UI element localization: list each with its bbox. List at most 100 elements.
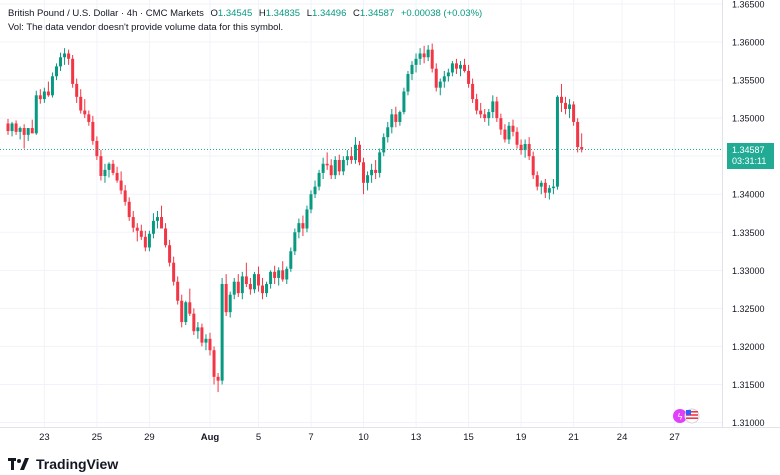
time-tick-label: 21 xyxy=(568,432,579,443)
candle-body xyxy=(216,376,220,381)
time-tick-label: 24 xyxy=(617,432,628,443)
candle-body xyxy=(551,186,555,189)
candle-body xyxy=(63,53,67,58)
candle xyxy=(446,68,450,82)
lightning-event-icon[interactable] xyxy=(673,409,687,423)
candle xyxy=(87,110,91,126)
flag-stripe xyxy=(686,417,698,419)
candle-body xyxy=(192,313,196,332)
candle-body xyxy=(511,125,515,132)
candle xyxy=(547,185,551,200)
flag-stripe xyxy=(686,411,698,413)
candle xyxy=(164,223,168,248)
candle xyxy=(531,151,535,180)
candle xyxy=(155,210,159,229)
candle-body xyxy=(204,338,208,343)
candle xyxy=(394,106,398,128)
candle xyxy=(131,210,135,233)
candle xyxy=(232,277,236,300)
candle-body xyxy=(127,201,131,218)
candle xyxy=(59,52,63,71)
candle xyxy=(333,156,337,180)
candle xyxy=(119,171,123,195)
candle-body xyxy=(543,182,547,193)
candle-body xyxy=(305,209,309,229)
candle-body xyxy=(91,121,95,141)
candle-body xyxy=(454,63,458,69)
candle xyxy=(325,152,329,170)
time-axis[interactable]: 23 25 29 Aug 5 7 10 13 15 19 21 24 27 xyxy=(39,432,680,443)
candle-body xyxy=(475,99,479,111)
candle xyxy=(309,190,313,214)
candle-body xyxy=(143,236,147,248)
candle-body xyxy=(386,127,390,138)
candle xyxy=(143,230,147,252)
candle xyxy=(208,332,212,356)
candle xyxy=(50,72,54,98)
event-icons[interactable]: ϟ xyxy=(673,408,700,424)
candle-body xyxy=(349,156,353,160)
candle xyxy=(285,266,289,285)
candle xyxy=(370,163,374,183)
candle-body xyxy=(115,172,119,181)
candle xyxy=(172,256,176,286)
candle xyxy=(454,58,458,75)
candle xyxy=(422,45,426,64)
tradingview-logo[interactable]: TradingView xyxy=(8,456,118,472)
candle xyxy=(390,109,394,134)
candle xyxy=(42,87,46,103)
close-value: 1.34587 xyxy=(359,8,395,19)
volume-note: Vol: The data vendor doesn't provide vol… xyxy=(8,22,284,33)
candle xyxy=(366,171,370,191)
candle xyxy=(535,171,539,191)
price-tick-label: 1.36500 xyxy=(732,0,765,10)
candle xyxy=(192,308,196,335)
price-axis[interactable]: 1.365001.360001.355001.350001.345001.340… xyxy=(732,0,765,428)
candle-body xyxy=(240,276,244,294)
candle-body xyxy=(458,64,462,69)
candle xyxy=(46,81,50,97)
candle-body xyxy=(252,274,256,290)
candle-body xyxy=(50,76,54,96)
candle xyxy=(495,96,499,122)
tradingview-logo-icon xyxy=(8,458,29,470)
candle-body xyxy=(430,49,434,69)
candle-body xyxy=(6,123,10,132)
candle-body xyxy=(83,110,87,115)
candle xyxy=(273,265,277,285)
candle xyxy=(426,45,430,62)
candle xyxy=(450,61,454,77)
candle xyxy=(151,213,155,239)
candle xyxy=(539,180,543,195)
time-tick-label: 15 xyxy=(463,432,474,443)
candle-body xyxy=(357,144,361,163)
price-tick-label: 1.32500 xyxy=(732,304,765,314)
candle xyxy=(523,139,527,158)
price-tick-label: 1.31500 xyxy=(732,380,765,390)
time-tick-label: 23 xyxy=(39,432,50,443)
candle-body xyxy=(378,152,382,173)
candle-body xyxy=(382,137,386,153)
lightning-glyph: ϟ xyxy=(678,412,683,422)
candle-body xyxy=(212,350,216,377)
candle-body xyxy=(555,96,559,187)
candle xyxy=(135,223,139,242)
candle-body xyxy=(366,175,370,183)
candle-body xyxy=(568,104,572,110)
candle xyxy=(527,137,531,160)
candles xyxy=(6,43,584,393)
candle-body xyxy=(75,83,79,97)
time-tick-label: 13 xyxy=(411,432,422,443)
symbol-title[interactable]: British Pound / U.S. Dollar · 4h · CMC M… xyxy=(8,8,204,19)
candle xyxy=(115,166,119,183)
candle-body xyxy=(30,128,34,134)
candle xyxy=(568,99,572,119)
candle xyxy=(111,159,115,176)
candle xyxy=(63,48,67,65)
candle-body xyxy=(67,53,71,59)
candle xyxy=(34,90,38,135)
candle xyxy=(458,61,462,77)
candle-body xyxy=(503,129,507,140)
